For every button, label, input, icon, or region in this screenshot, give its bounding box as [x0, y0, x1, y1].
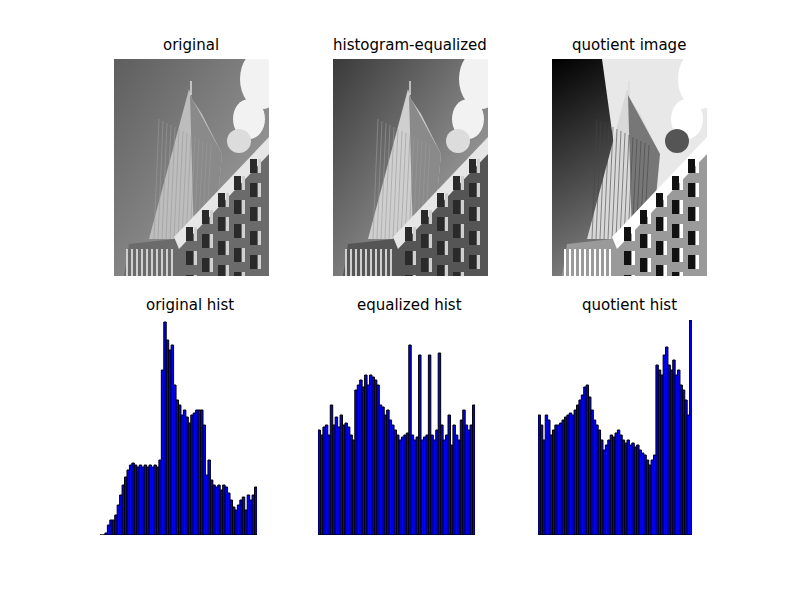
svg-text:equalized hist: equalized hist	[357, 296, 462, 314]
svg-text:quotient image: quotient image	[572, 36, 686, 54]
svg-text:original: original	[163, 36, 219, 54]
svg-text:histogram-equalized: histogram-equalized	[333, 36, 487, 54]
svg-text:original hist: original hist	[146, 296, 234, 314]
svg-text:quotient hist: quotient hist	[582, 296, 677, 314]
